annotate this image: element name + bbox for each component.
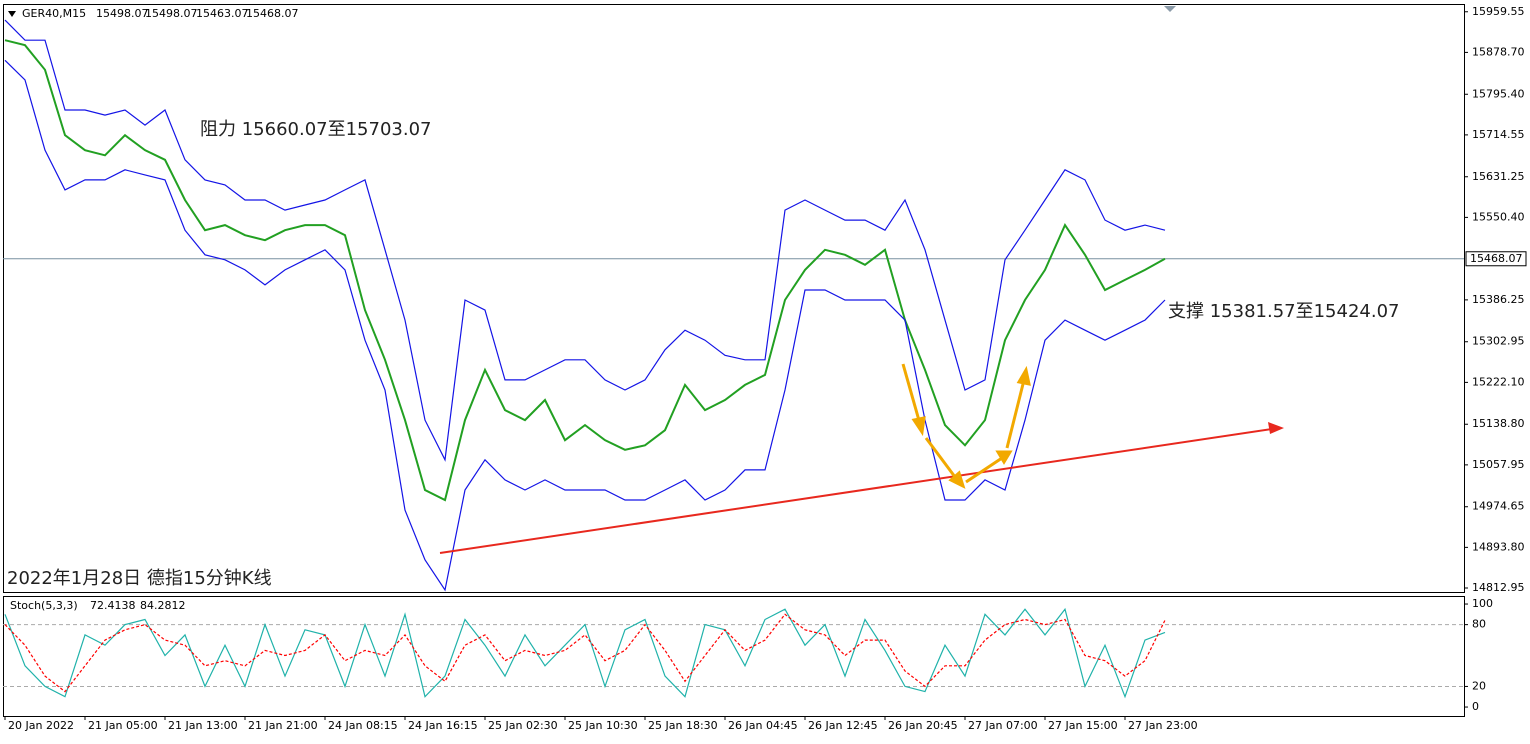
series-line (4, 607, 1166, 699)
arrow-head (995, 450, 1013, 465)
x-tick-label: 24 Jan 16:15 (408, 719, 478, 732)
y-tick-label: 15138.80 (1472, 417, 1525, 430)
arrow (901, 363, 922, 425)
stoch-signal-value: 84.2812 (140, 599, 186, 612)
y-tick-label: 15386.25 (1472, 293, 1525, 306)
y-tick-label: 15714.55 (1472, 128, 1525, 141)
arrow-head (948, 470, 966, 489)
close: 15468.07 (246, 7, 299, 20)
x-tick-label: 25 Jan 10:30 (568, 719, 638, 732)
low: 15463.07 (196, 7, 249, 20)
shift-marker (1164, 6, 1176, 12)
high: 15498.07 (145, 7, 198, 20)
x-tick-label: 21 Jan 13:00 (168, 719, 238, 732)
x-tick-label: 27 Jan 15:00 (1048, 719, 1118, 732)
arrow-head (911, 416, 926, 437)
x-tick-label: 27 Jan 23:00 (1128, 719, 1198, 732)
x-tick-label: 25 Jan 02:30 (488, 719, 558, 732)
y-tick-label: 15959.55 (1472, 5, 1525, 18)
stoch-panel-frame (3, 596, 1465, 717)
stoch-title: Stoch(5,3,3) (10, 599, 78, 612)
menu-triangle (8, 11, 16, 17)
y-tick-label: 80 (1472, 618, 1486, 631)
support-note: 支撑 15381.57至15424.07 (1168, 301, 1400, 322)
x-tick-label: 27 Jan 07:00 (968, 719, 1038, 732)
y-tick-label: 14893.80 (1472, 540, 1525, 553)
trend-arrow-head (1268, 422, 1284, 434)
arrow (965, 456, 1003, 484)
y-tick-label: 15057.95 (1472, 458, 1525, 471)
series-line (4, 19, 1166, 462)
y-tick-label: 14812.95 (1472, 581, 1525, 594)
x-tick-label: 26 Jan 20:45 (888, 719, 958, 732)
current-price-label: 15468.07 (1470, 252, 1523, 265)
stoch-main-value: 72.4138 (90, 599, 136, 612)
series-line (4, 39, 1166, 502)
open: 15498.07 (96, 7, 149, 20)
arrow-head (1016, 365, 1031, 386)
y-tick-label: 15878.70 (1472, 45, 1525, 58)
pattern-arrows (901, 363, 1031, 489)
x-tick-label: 26 Jan 12:45 (808, 719, 878, 732)
resistance-note: 阻力 15660.07至15703.07 (200, 119, 432, 140)
symbol: GER40,M15 (22, 7, 86, 20)
y-tick-label: 15795.40 (1472, 87, 1525, 100)
y-tick-label: 0 (1472, 700, 1479, 713)
trend-line (439, 428, 1273, 554)
x-tick-label: 21 Jan 21:00 (248, 719, 318, 732)
y-tick-label: 14974.65 (1472, 500, 1525, 513)
x-tick-label: 25 Jan 18:30 (648, 719, 718, 732)
date-note: 2022年1月28日 德指15分钟K线 (7, 568, 272, 589)
y-tick-label: 15302.95 (1472, 335, 1525, 348)
x-tick-label: 24 Jan 08:15 (328, 719, 398, 732)
y-tick-label: 20 (1472, 679, 1486, 692)
arrow (1005, 379, 1026, 449)
y-tick-label: 15550.40 (1472, 210, 1525, 223)
y-tick-label: 100 (1472, 597, 1493, 610)
series-line (4, 59, 1166, 592)
y-tick-label: 15222.10 (1472, 375, 1525, 388)
x-tick-label: 26 Jan 04:45 (728, 719, 798, 732)
current-price-box (1465, 251, 1527, 267)
arrow (924, 437, 960, 482)
main-panel-frame (3, 4, 1465, 593)
plot-layer: 15959.55 15878.70 15795.40 15714.55 15631.25… (3, 5, 1527, 732)
x-tick-label: 21 Jan 05:00 (88, 719, 158, 732)
x-tick-label: 20 Jan 2022 (8, 719, 74, 732)
series-line (4, 613, 1166, 693)
y-tick-label: 15631.25 (1472, 170, 1525, 183)
